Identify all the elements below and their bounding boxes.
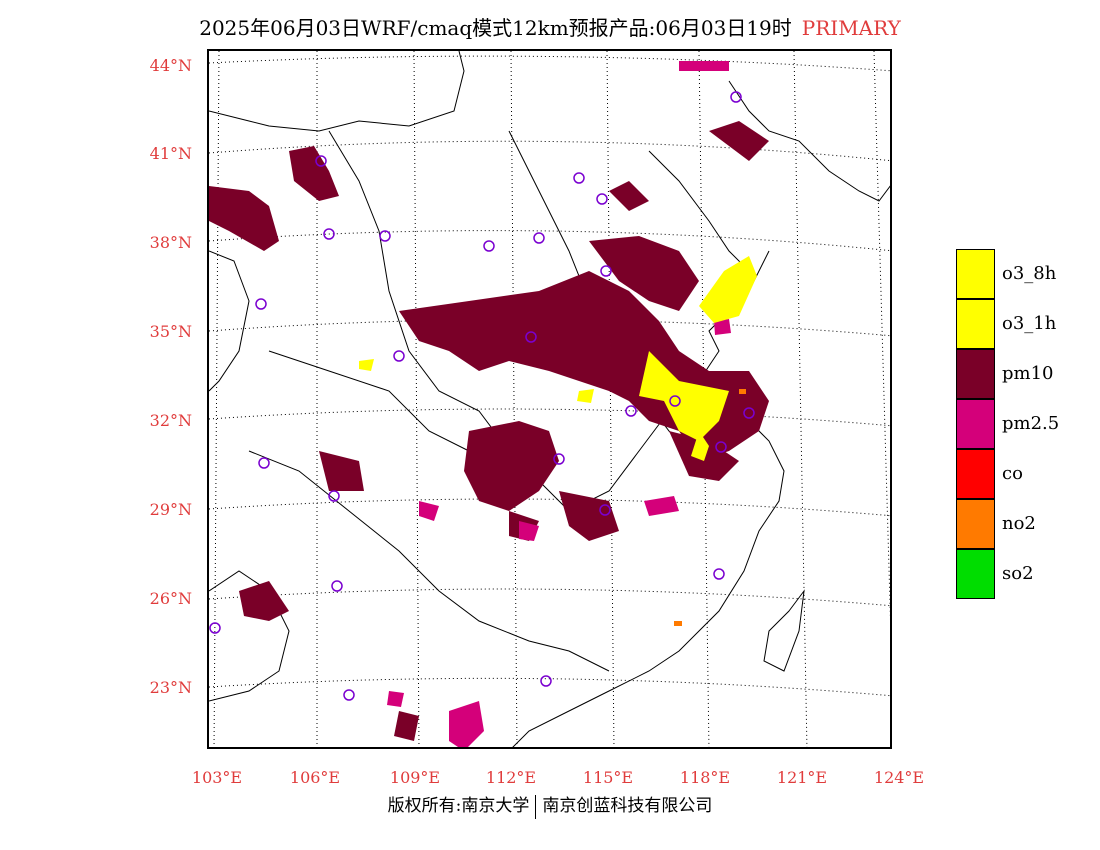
- lat-label-35: 35°N: [149, 322, 192, 341]
- legend-label: no2: [1002, 513, 1036, 534]
- copyright-footer: 版权所有:南京大学 南京创蓝科技有限公司: [0, 791, 1100, 819]
- pollution-map: [209, 51, 890, 747]
- legend-label: o3_8h: [1002, 263, 1057, 284]
- footer-left: 版权所有:南京大学: [387, 796, 530, 816]
- legend-swatch: [956, 399, 995, 449]
- lon-label-112: 112°E: [485, 768, 537, 787]
- legend-swatch: [956, 349, 995, 399]
- lon-label-103: 103°E: [191, 768, 243, 787]
- lat-label-32: 32°N: [149, 411, 192, 430]
- legend-label: so2: [1002, 563, 1034, 584]
- legend-swatch: [956, 549, 995, 599]
- lon-label-118: 118°E: [679, 768, 731, 787]
- legend-swatch: [956, 499, 995, 549]
- legend-label: co: [1002, 463, 1023, 484]
- lon-label-109: 109°E: [389, 768, 441, 787]
- pm25-areas: [387, 61, 731, 747]
- footer-right: 南京创蓝科技有限公司: [542, 796, 713, 816]
- legend-label: pm10: [1002, 363, 1054, 384]
- lat-label-44: 44°N: [149, 56, 192, 75]
- lon-label-115: 115°E: [582, 768, 634, 787]
- no2-areas: [674, 389, 746, 626]
- map-title: 2025年06月03日WRF/cmaq模式12km预报产品:06月03日19时 P…: [0, 12, 1100, 41]
- lat-label-38: 38°N: [149, 233, 192, 252]
- lat-label-23: 23°N: [149, 678, 192, 697]
- lat-label-29: 29°N: [149, 500, 192, 519]
- lat-label-41: 41°N: [149, 144, 192, 163]
- legend-label: pm2.5: [1002, 413, 1060, 434]
- legend-swatch: [956, 449, 995, 499]
- pm10-areas: [209, 121, 769, 741]
- lon-label-124: 124°E: [873, 768, 925, 787]
- legend-swatch: [956, 299, 995, 349]
- lat-label-26: 26°N: [149, 589, 192, 608]
- station-markers: [209, 91, 755, 701]
- title-main: 2025年06月03日WRF/cmaq模式12km预报产品:06月03日19时: [199, 16, 792, 40]
- footer-divider: [535, 794, 537, 819]
- lon-label-121: 121°E: [776, 768, 828, 787]
- lon-label-106: 106°E: [289, 768, 341, 787]
- title-tag: PRIMARY: [801, 16, 901, 40]
- o3-areas: [359, 256, 757, 461]
- map-frame: [207, 49, 892, 749]
- legend-swatch: [956, 249, 995, 299]
- legend-label: o3_1h: [1002, 313, 1057, 334]
